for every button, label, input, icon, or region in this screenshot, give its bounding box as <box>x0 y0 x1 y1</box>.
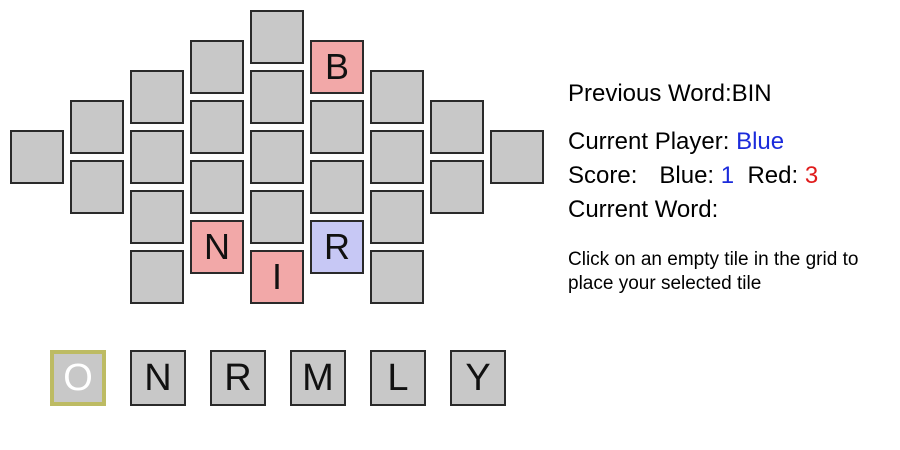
board-tile[interactable] <box>370 190 424 244</box>
previous-word-line: Previous Word:BIN <box>568 80 888 108</box>
board-tile[interactable] <box>370 130 424 184</box>
board-tile[interactable]: N <box>190 220 244 274</box>
previous-word-label: Previous Word: <box>568 80 732 107</box>
board-tile[interactable] <box>70 100 124 154</box>
board-tile[interactable]: I <box>250 250 304 304</box>
current-word-line: Current Word: <box>568 196 888 224</box>
score-label: Score: <box>568 162 638 189</box>
board-tile[interactable] <box>130 190 184 244</box>
blue-score-value: 1 <box>720 162 735 189</box>
board-tile[interactable] <box>370 70 424 124</box>
board-tile[interactable] <box>310 100 364 154</box>
current-player-value: Blue <box>736 128 785 155</box>
board-tile[interactable] <box>250 10 304 64</box>
red-score-label: Red: <box>747 162 805 189</box>
board-tile[interactable] <box>130 130 184 184</box>
rack-tile[interactable]: L <box>370 350 426 406</box>
score-line: Score: Blue: 1 Red: 3 <box>568 162 888 190</box>
blue-score-label: Blue: <box>659 162 721 189</box>
board-tile[interactable] <box>190 40 244 94</box>
current-player-label: Current Player: <box>568 128 737 155</box>
current-player-line: Current Player: Blue <box>568 128 888 156</box>
board-tile[interactable] <box>430 160 484 214</box>
board-tile[interactable] <box>250 70 304 124</box>
rack-tile[interactable]: R <box>210 350 266 406</box>
board-tile[interactable] <box>190 100 244 154</box>
game-info-panel: Previous Word:BIN Current Player: Blue S… <box>568 80 888 296</box>
rack-tile[interactable]: N <box>130 350 186 406</box>
board-tile[interactable] <box>130 70 184 124</box>
board-tile[interactable] <box>130 250 184 304</box>
previous-word-value: BIN <box>731 80 772 107</box>
board-tile[interactable] <box>250 190 304 244</box>
board-tile[interactable] <box>250 130 304 184</box>
board-tile[interactable] <box>10 130 64 184</box>
board-tile[interactable] <box>70 160 124 214</box>
red-score-value: 3 <box>804 162 819 189</box>
board-tile[interactable] <box>310 160 364 214</box>
board-tile[interactable]: B <box>310 40 364 94</box>
instructions-text: Click on an empty tile in the grid to pl… <box>568 249 859 294</box>
current-word-label: Current Word: <box>568 196 719 223</box>
board-tile[interactable] <box>430 100 484 154</box>
rack-tile[interactable]: Y <box>450 350 506 406</box>
board-tile[interactable] <box>190 160 244 214</box>
rack-tile[interactable]: M <box>290 350 346 406</box>
rack-tile-selected[interactable]: O <box>50 350 106 406</box>
board-tile[interactable] <box>490 130 544 184</box>
board-tile[interactable]: R <box>310 220 364 274</box>
board-tile[interactable] <box>370 250 424 304</box>
